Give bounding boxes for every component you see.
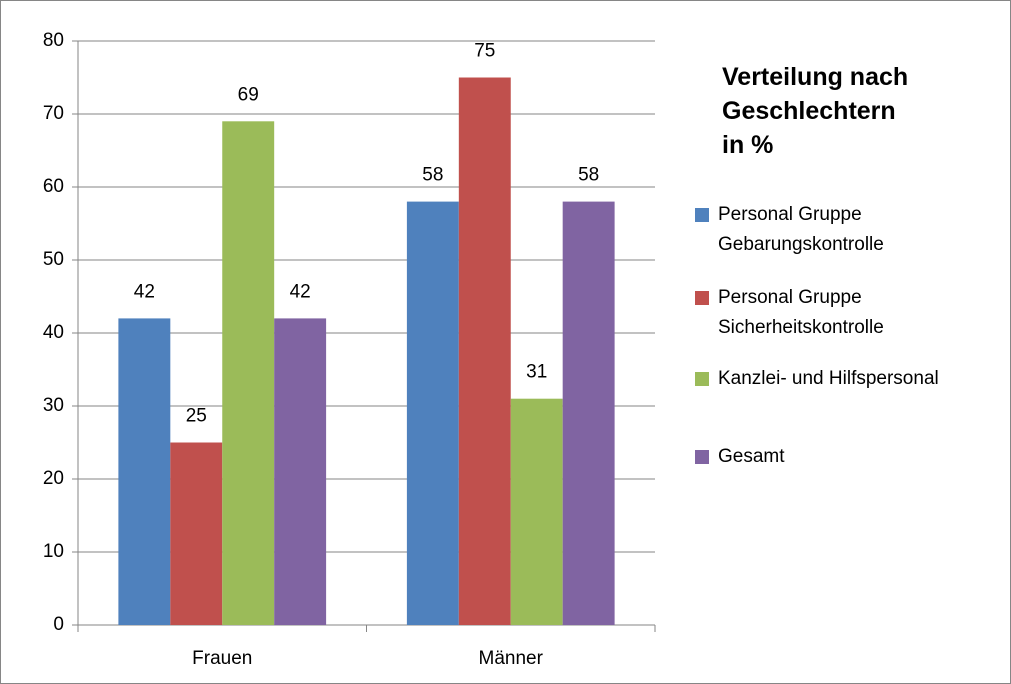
data-label: 58 bbox=[422, 165, 443, 186]
data-label: 69 bbox=[238, 84, 259, 105]
x-tick-label: Männer bbox=[479, 648, 544, 669]
bar bbox=[170, 442, 223, 625]
legend-swatch bbox=[695, 291, 709, 305]
legend-label: Gesamt bbox=[718, 446, 785, 467]
bar bbox=[406, 201, 459, 625]
y-tick-label: 10 bbox=[43, 541, 64, 562]
y-tick-label: 70 bbox=[43, 103, 64, 124]
y-tick-label: 30 bbox=[43, 395, 64, 416]
data-label: 75 bbox=[474, 41, 495, 62]
y-tick-label: 20 bbox=[43, 468, 64, 489]
y-tick-label: 60 bbox=[43, 176, 64, 197]
chart-title-line: in % bbox=[722, 131, 774, 159]
legend-swatch bbox=[695, 208, 709, 222]
y-tick-label: 80 bbox=[43, 30, 64, 51]
chart-title-line: Verteilung nach bbox=[722, 63, 909, 91]
bar bbox=[274, 318, 327, 625]
bar bbox=[458, 77, 511, 625]
y-tick-label: 40 bbox=[43, 322, 64, 343]
y-tick-label: 0 bbox=[53, 614, 64, 635]
legend-label: Kanzlei- und Hilfspersonal bbox=[718, 368, 939, 389]
bar bbox=[510, 398, 563, 625]
legend-swatch bbox=[695, 450, 709, 464]
legend-label: Personal Gruppe Sicherheitskontrolle bbox=[718, 287, 884, 338]
bar bbox=[118, 318, 171, 625]
data-label: 58 bbox=[578, 165, 599, 186]
data-label: 25 bbox=[186, 406, 207, 427]
y-tick-label: 50 bbox=[43, 249, 64, 270]
data-label: 31 bbox=[526, 362, 547, 383]
x-tick-label: Frauen bbox=[192, 648, 252, 669]
legend-swatch bbox=[695, 372, 709, 386]
legend-label: Personal Gruppe Gebarungskontrolle bbox=[718, 204, 884, 255]
chart-title: Verteilung nach Geschlechtern in % bbox=[722, 60, 908, 162]
data-label: 42 bbox=[290, 281, 311, 302]
bar bbox=[562, 201, 615, 625]
bar bbox=[222, 121, 275, 626]
data-label: 42 bbox=[134, 281, 155, 302]
chart-title-line: Geschlechtern bbox=[722, 97, 896, 125]
